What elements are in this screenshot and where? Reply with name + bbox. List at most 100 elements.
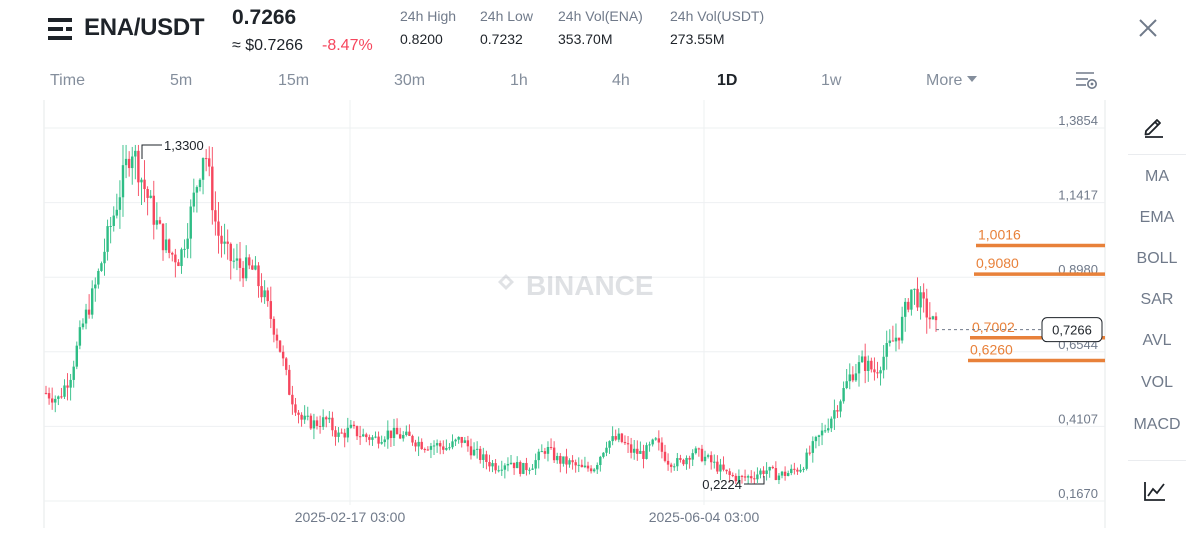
- candle-body: [546, 446, 550, 454]
- candle-body: [820, 430, 824, 436]
- price-level-label: 0,9080: [976, 255, 1019, 271]
- chart-canvas[interactable]: 1,38541,14170,89800,65440,41070,16702025…: [0, 100, 1110, 530]
- candle-body: [599, 456, 602, 466]
- candle-body: [700, 448, 704, 462]
- tab-15m[interactable]: 15m: [278, 72, 310, 89]
- tab-more[interactable]: More: [926, 72, 978, 90]
- candle-body: [368, 437, 371, 440]
- candle-body: [796, 469, 799, 472]
- indicator-macd[interactable]: MACD: [1133, 416, 1181, 433]
- candle-body: [783, 471, 787, 476]
- close-icon[interactable]: [1136, 16, 1160, 40]
- candle-body: [580, 464, 584, 468]
- tab-4h[interactable]: 4h: [612, 72, 630, 89]
- candle-body: [867, 360, 870, 371]
- candle-body: [482, 454, 485, 460]
- candle-body: [232, 260, 236, 262]
- candle-body: [109, 225, 112, 227]
- candle-body: [275, 334, 279, 341]
- candle-body: [771, 466, 774, 469]
- candle-body: [405, 431, 408, 436]
- tab-1h[interactable]: 1h: [510, 72, 528, 89]
- candle-body: [620, 433, 624, 442]
- candle-body: [885, 343, 888, 357]
- candle-body: [272, 318, 276, 335]
- candle-body: [229, 243, 232, 262]
- candle-body: [140, 179, 143, 183]
- candle-body: [888, 340, 892, 344]
- indicator-avl[interactable]: AVL: [1142, 332, 1172, 349]
- indicator-vol[interactable]: VOL: [1140, 374, 1173, 391]
- candle-body: [340, 432, 343, 434]
- candle-body: [152, 195, 155, 225]
- candle-body: [192, 192, 196, 207]
- chart-settings-icon[interactable]: [1074, 70, 1098, 92]
- candle-body: [263, 290, 266, 298]
- tab-1w[interactable]: 1w: [821, 72, 842, 89]
- candle-body: [633, 448, 636, 453]
- candle-body: [297, 412, 300, 415]
- candle-body: [164, 239, 168, 251]
- candle-body: [574, 462, 577, 466]
- candle-body: [870, 360, 873, 370]
- candle-body: [417, 441, 420, 447]
- candle-body: [839, 401, 842, 412]
- candle-body: [645, 445, 648, 459]
- indicator-ema[interactable]: EMA: [1139, 209, 1175, 226]
- candle-body: [435, 443, 439, 446]
- candle-body: [266, 290, 269, 302]
- tab-time[interactable]: Time: [50, 72, 85, 89]
- candle-body: [97, 270, 100, 285]
- candle-body: [291, 394, 294, 405]
- candle-body: [386, 430, 390, 440]
- candle-body: [608, 441, 611, 448]
- candle-body: [472, 449, 476, 456]
- candle-body: [115, 209, 119, 216]
- candle-body: [146, 189, 149, 198]
- candle-body: [429, 446, 433, 450]
- indicator-sar[interactable]: SAR: [1140, 291, 1174, 308]
- tab-1d[interactable]: 1D: [717, 72, 738, 89]
- candle-body: [383, 439, 386, 443]
- indicator-boll[interactable]: BOLL: [1136, 250, 1178, 267]
- candle-body: [337, 432, 340, 437]
- candle-body: [463, 440, 467, 443]
- candle-body: [103, 251, 106, 264]
- candle-body: [251, 265, 254, 270]
- candle-body: [469, 446, 473, 456]
- candle-body: [519, 462, 522, 474]
- candle-body: [260, 286, 263, 298]
- candle-body: [817, 435, 821, 437]
- candle-body: [848, 374, 851, 382]
- candle-body: [269, 301, 273, 319]
- candle-body: [325, 417, 328, 420]
- candle-body: [556, 455, 559, 461]
- candle-body: [466, 440, 470, 447]
- stat-24h-vol-base: 24h Vol(ENA) 353.70M: [558, 8, 643, 47]
- tab-30m[interactable]: 30m: [394, 72, 426, 89]
- candle-body: [694, 448, 697, 454]
- candle-body: [488, 462, 491, 467]
- stat-label: 24h Low: [480, 8, 533, 24]
- candle-body: [765, 470, 768, 474]
- candle-body: [737, 475, 741, 482]
- candle-body: [746, 476, 750, 478]
- candle-body: [743, 476, 747, 478]
- menu-icon[interactable]: [48, 18, 72, 40]
- candle-body: [371, 437, 374, 440]
- candle-body: [666, 460, 670, 465]
- candle-body: [281, 351, 285, 359]
- candle-body: [217, 221, 220, 236]
- tab-5m[interactable]: 5m: [170, 72, 193, 89]
- candle-body: [651, 439, 654, 445]
- candle-body: [171, 252, 174, 255]
- candle-body: [713, 461, 716, 463]
- candle-body: [69, 379, 72, 388]
- candlestick-chart[interactable]: 1,3854 1,1417 0,8980 0,6544 0,4107 0,1670 2025…: [0, 100, 1110, 530]
- pair-title[interactable]: ENA/USDT: [84, 14, 205, 41]
- indicator-ma[interactable]: MA: [1145, 168, 1169, 185]
- y-tick-label: 1,1417: [1058, 188, 1098, 203]
- line-chart-icon[interactable]: [1143, 480, 1167, 502]
- draw-pen-icon[interactable]: [1142, 114, 1166, 138]
- candle-body: [334, 430, 337, 437]
